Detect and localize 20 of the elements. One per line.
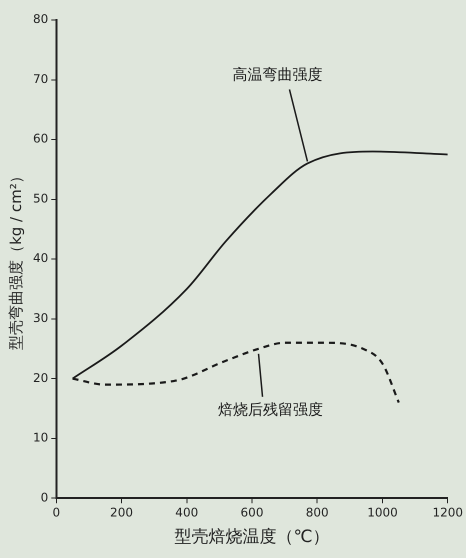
x-tick-label: 1200 bbox=[432, 506, 464, 520]
y-tick-label: 50 bbox=[32, 191, 48, 206]
y-tick-label: 20 bbox=[32, 370, 48, 385]
x-tick-label: 1000 bbox=[367, 506, 398, 520]
x-tick-label: 800 bbox=[306, 506, 329, 520]
y-tick-label: 10 bbox=[32, 430, 48, 445]
annotation: 高温弯曲强度 bbox=[232, 65, 322, 84]
x-tick-label: 200 bbox=[110, 506, 133, 520]
annotation: 焙烧后残留强度 bbox=[218, 400, 324, 419]
y-tick-label: 30 bbox=[32, 311, 48, 325]
y-tick-label: 0 bbox=[40, 490, 48, 504]
x-tick-label: 0 bbox=[52, 506, 60, 520]
x-tick-label: 600 bbox=[240, 506, 264, 520]
y-tick-label: 70 bbox=[32, 72, 48, 86]
y-tick-label: 40 bbox=[32, 251, 48, 266]
y-tick-label: 80 bbox=[32, 12, 48, 26]
x-axis-title: 型壳焙烧温度（℃） bbox=[174, 527, 330, 548]
y-tick-label: 60 bbox=[32, 132, 48, 146]
y-axis-title: 型壳弯曲强度（kg / cm²） bbox=[6, 168, 25, 350]
x-tick-label: 400 bbox=[175, 506, 198, 520]
